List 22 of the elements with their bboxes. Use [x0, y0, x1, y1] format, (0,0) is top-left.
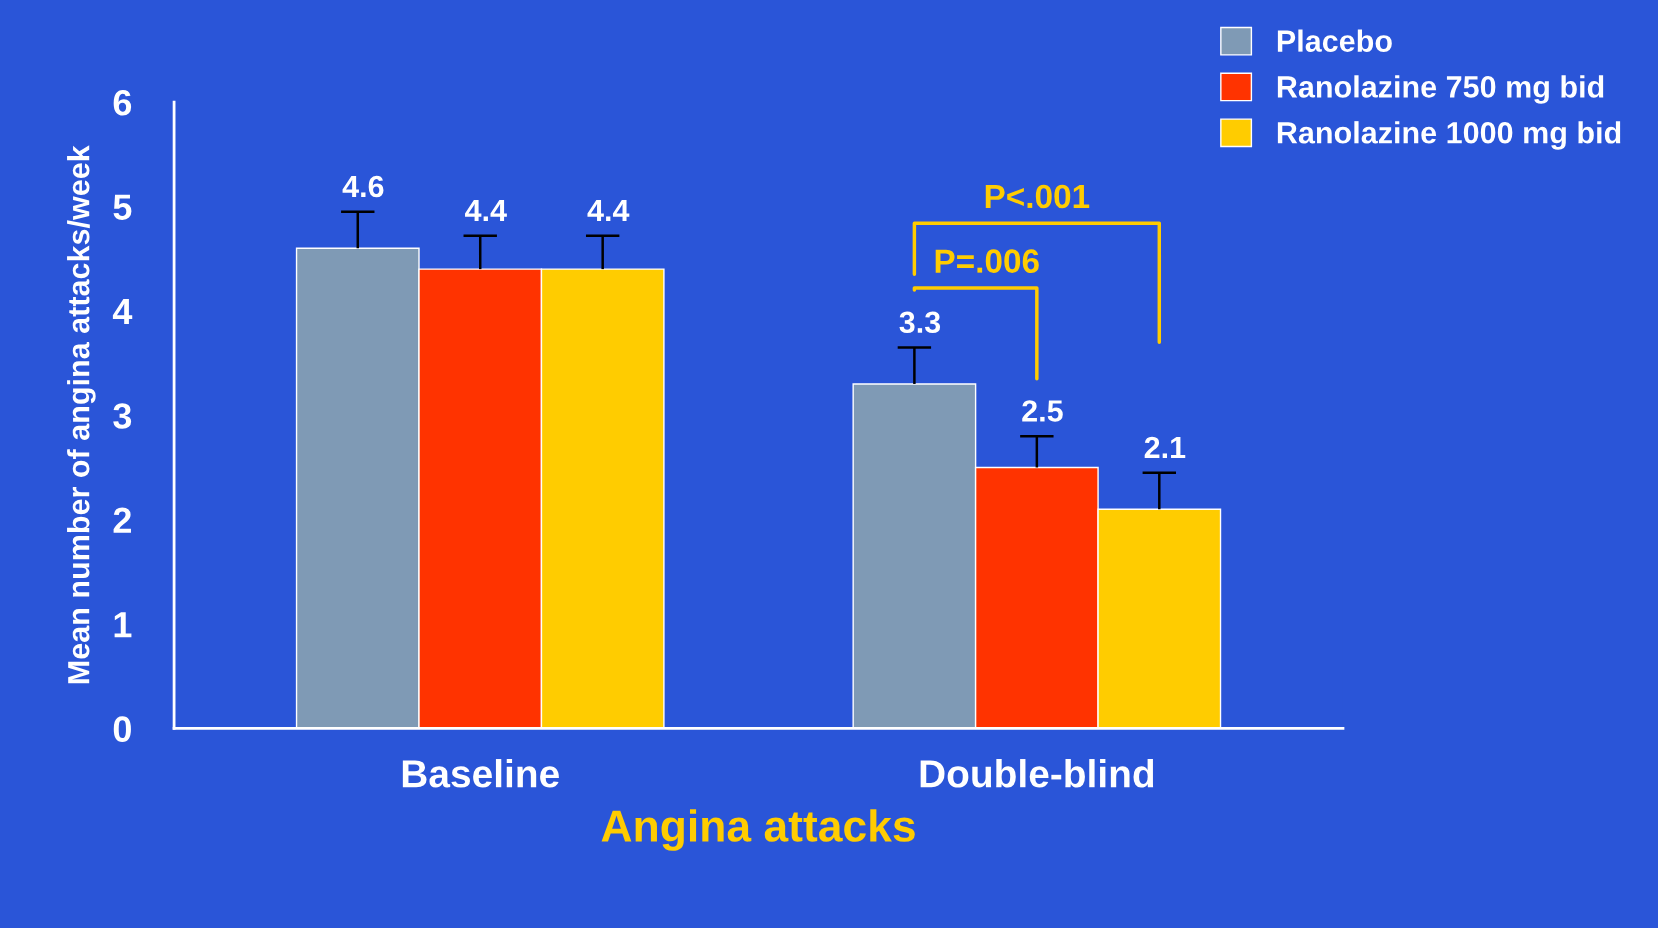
data-label: 4.4: [465, 200, 507, 222]
y-tick-label: 1: [114, 612, 132, 638]
legend-label: Ranolazine 1000 mg bid: [1277, 121, 1621, 150]
annotation: P<.001: [985, 184, 1090, 209]
legend-label: Ranolazine 750 mg bid: [1277, 75, 1604, 104]
y-tick-label: 4: [112, 299, 133, 324]
y-tick-label: 6: [113, 89, 132, 116]
data-label: 2.5: [1022, 400, 1063, 422]
data-label: 3.3: [899, 311, 941, 334]
y-tick-label: 2: [113, 507, 131, 533]
y-tick-label: 5: [113, 194, 132, 220]
y-tick-label: 0: [113, 716, 131, 742]
annotation: P=.006: [935, 249, 1039, 273]
data-label: 2.1: [1144, 436, 1186, 459]
x-tick-label: Baseline: [402, 759, 559, 788]
x-axis-title: Angina attacks: [601, 809, 915, 851]
legend-label: Placebo: [1277, 29, 1392, 52]
data-label: 4.6: [342, 175, 384, 198]
y-axis-title: Mean number of angina attacks/week: [67, 145, 96, 684]
data-label: 4.4: [587, 200, 630, 222]
y-tick-label: 3: [113, 403, 132, 429]
x-tick-label: Double-blind: [920, 759, 1154, 788]
